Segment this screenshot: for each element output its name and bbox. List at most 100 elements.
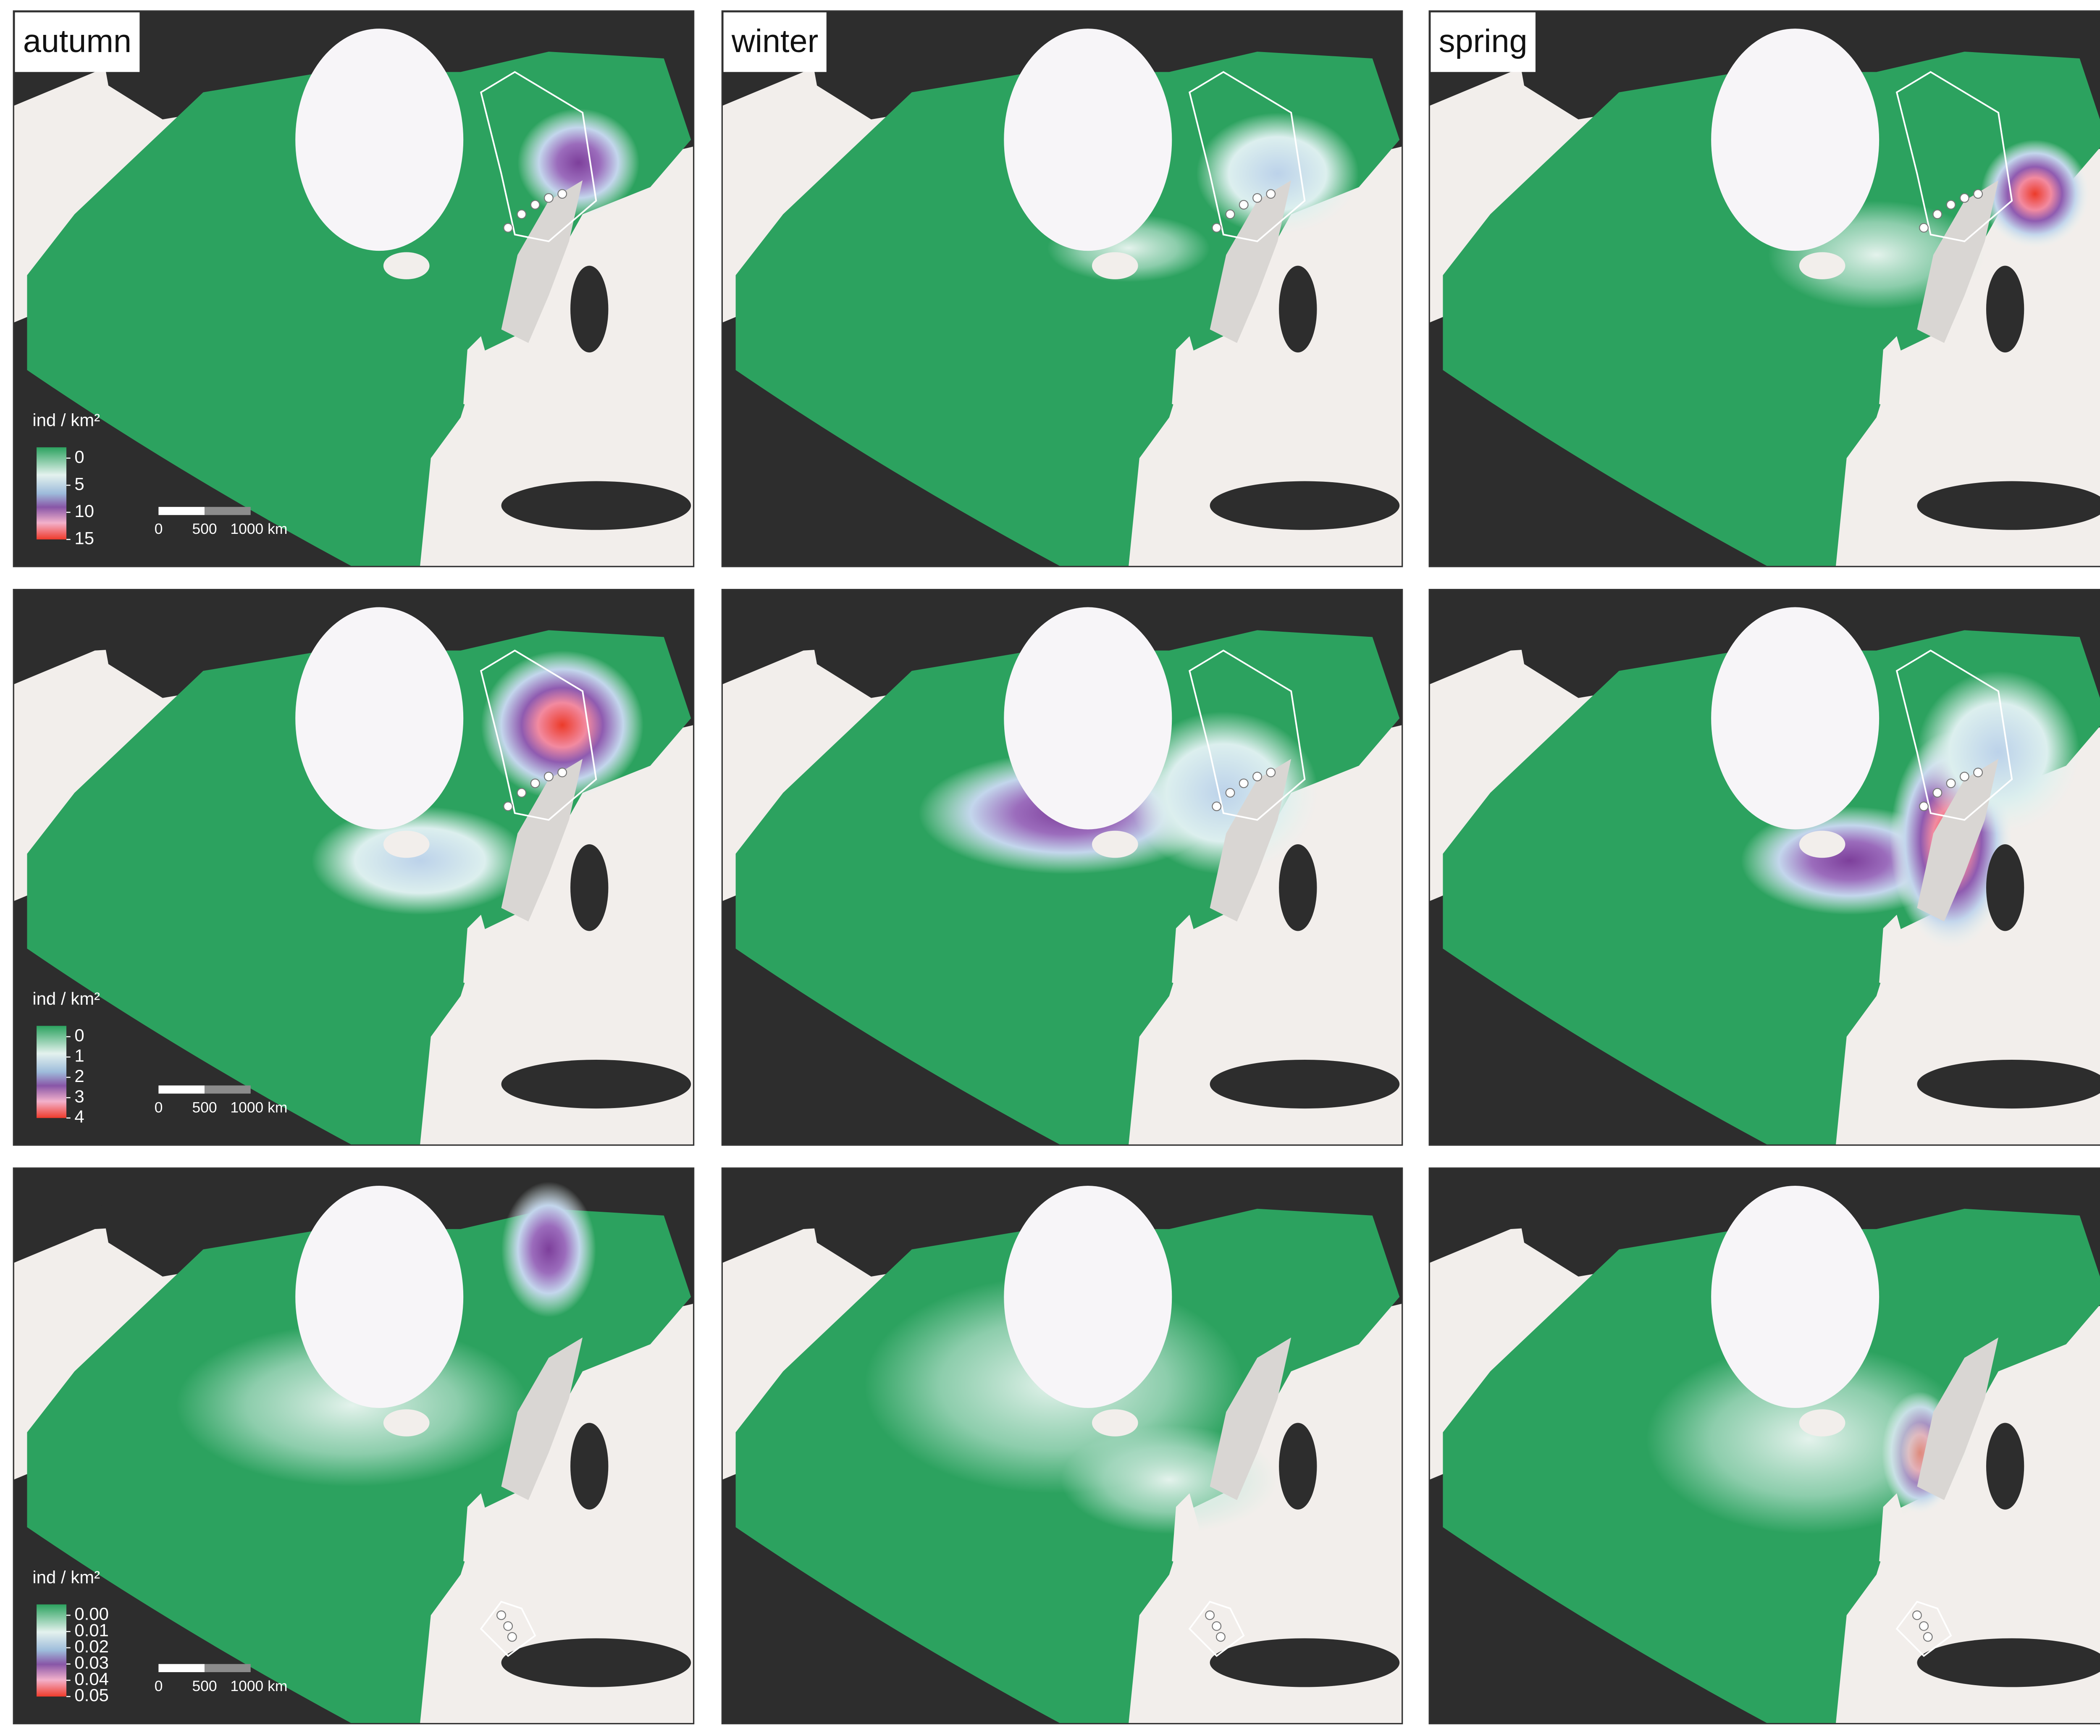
mediterranean bbox=[501, 1059, 691, 1109]
colony-site bbox=[1919, 223, 1929, 233]
panel-frame bbox=[13, 1167, 695, 1725]
mediterranean bbox=[501, 1638, 691, 1687]
mediterranean bbox=[501, 481, 691, 530]
mediterranean bbox=[1210, 1059, 1400, 1109]
colony-site bbox=[1212, 1621, 1222, 1631]
season-title: winter bbox=[731, 23, 818, 59]
land-europe bbox=[1795, 149, 2100, 567]
colony-site bbox=[1205, 1610, 1215, 1620]
legend-tick-label: 0.03 bbox=[74, 1653, 109, 1673]
britain bbox=[1879, 336, 1906, 411]
colony-site bbox=[1919, 1621, 1929, 1631]
baltic bbox=[1986, 265, 2024, 353]
study-boundary bbox=[1188, 1600, 1245, 1657]
greenland bbox=[1711, 607, 1880, 830]
scandinavia bbox=[1210, 1337, 1292, 1500]
arctic-islands bbox=[94, 1168, 326, 1277]
legend-label: ind / km² bbox=[32, 1567, 100, 1587]
density-hotspot bbox=[1981, 139, 2090, 248]
colony-site bbox=[1959, 772, 1969, 782]
colorbar bbox=[37, 1026, 67, 1118]
iceland bbox=[1799, 1409, 1845, 1437]
density-hotspot bbox=[501, 1182, 596, 1317]
panel-frame bbox=[13, 10, 695, 567]
scale-bar-label: 0 bbox=[155, 1678, 163, 1694]
colony-site bbox=[1215, 1632, 1226, 1642]
colony-site bbox=[1973, 189, 1983, 199]
colony-site bbox=[1225, 209, 1235, 219]
britain bbox=[1172, 1493, 1199, 1568]
panel-frame bbox=[13, 588, 695, 1146]
colony-site bbox=[1239, 200, 1249, 210]
scandinavia bbox=[1917, 759, 1999, 922]
scale-bar-label: 1000 km bbox=[230, 520, 287, 537]
scale-bar-grey bbox=[205, 1085, 251, 1094]
greenland bbox=[295, 29, 464, 251]
colony-site bbox=[530, 200, 540, 210]
colony-site bbox=[1212, 223, 1222, 233]
britain bbox=[1172, 336, 1199, 411]
panel-title: autumn bbox=[15, 12, 140, 72]
colony-site bbox=[503, 1621, 513, 1631]
colony-site bbox=[1239, 778, 1249, 788]
mediterranean bbox=[1917, 1059, 2100, 1109]
title-box bbox=[15, 12, 140, 72]
greenland bbox=[1711, 29, 1880, 251]
study-boundary bbox=[1188, 71, 1306, 242]
density-hotspot bbox=[481, 650, 644, 800]
arctic-islands bbox=[1510, 1168, 1741, 1277]
colony-site bbox=[1266, 189, 1276, 199]
britain bbox=[1879, 914, 1906, 990]
colony-site bbox=[503, 223, 513, 233]
colony-site bbox=[1959, 193, 1969, 203]
baltic bbox=[1279, 1423, 1317, 1510]
colony-site bbox=[1932, 209, 1942, 219]
model-area bbox=[1443, 51, 2100, 567]
study-boundary bbox=[1895, 649, 2013, 821]
greenland bbox=[295, 607, 464, 830]
iceland bbox=[383, 252, 430, 279]
legend-tick-label: 0.02 bbox=[74, 1636, 109, 1656]
scandinavia bbox=[501, 1337, 583, 1500]
colony-site bbox=[543, 772, 554, 782]
panel-title: spring bbox=[1431, 12, 1536, 72]
scandinavia bbox=[501, 180, 583, 343]
panel-title: winter bbox=[723, 12, 827, 72]
colorbar bbox=[37, 1604, 67, 1697]
arctic-islands bbox=[803, 11, 1034, 120]
iceland bbox=[1092, 252, 1138, 279]
density-hotspot bbox=[1646, 1344, 1971, 1534]
legend-label: ind / km² bbox=[32, 410, 100, 430]
density-hotspot bbox=[1196, 113, 1359, 235]
legend-tick-label: 0.01 bbox=[74, 1620, 109, 1640]
density-hotspot bbox=[311, 806, 529, 915]
britain bbox=[1879, 1493, 1906, 1568]
colony-site bbox=[1252, 193, 1262, 203]
land-europe bbox=[1088, 146, 1402, 567]
legend-tick-label: 0.05 bbox=[74, 1685, 109, 1705]
colony-site bbox=[517, 209, 527, 219]
colony-site bbox=[1923, 1632, 1933, 1642]
colony-site bbox=[530, 778, 540, 788]
map-panel bbox=[1429, 11, 2100, 567]
land-europe bbox=[1088, 725, 1402, 1145]
scale-bar-label: 500 bbox=[192, 1099, 217, 1116]
legend-tick-label: 0.00 bbox=[74, 1604, 109, 1624]
colony-site bbox=[496, 1610, 506, 1620]
colony-site bbox=[517, 788, 527, 798]
colony-site bbox=[1912, 1610, 1922, 1620]
britain bbox=[463, 336, 491, 411]
arctic-islands bbox=[1510, 589, 1741, 698]
scandinavia bbox=[501, 759, 583, 922]
colony-site bbox=[503, 801, 513, 812]
scale-bar-white bbox=[158, 507, 205, 515]
land-europe bbox=[1795, 1305, 2100, 1724]
colony-site bbox=[1973, 767, 1983, 777]
legend-tick-label: 15 bbox=[74, 528, 94, 548]
scale-bar-label: 500 bbox=[192, 1678, 217, 1694]
colony-site bbox=[557, 189, 567, 199]
mediterranean bbox=[1917, 481, 2100, 530]
greenland bbox=[1711, 1185, 1880, 1408]
iceland bbox=[383, 1409, 430, 1437]
colony-site bbox=[1919, 801, 1929, 812]
